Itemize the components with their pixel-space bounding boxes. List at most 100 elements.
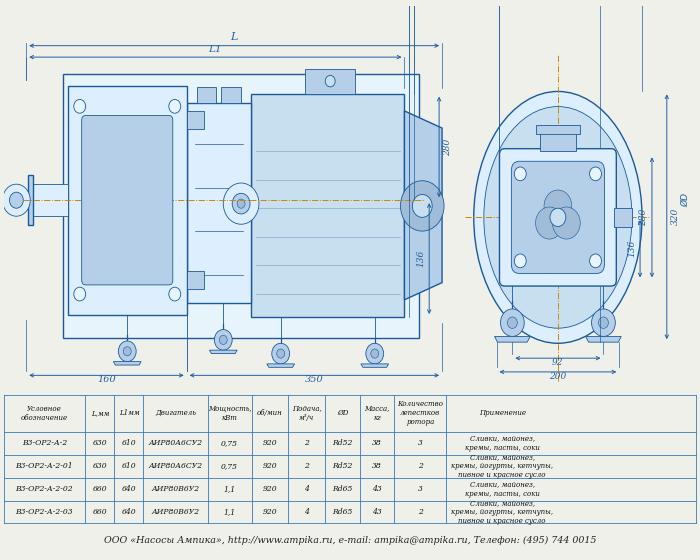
- Circle shape: [169, 100, 181, 113]
- Bar: [540, 130, 575, 151]
- Circle shape: [219, 335, 228, 344]
- Circle shape: [589, 254, 601, 268]
- Text: L1мм: L1мм: [118, 409, 139, 417]
- Circle shape: [123, 347, 131, 356]
- Text: 0,75: 0,75: [221, 462, 238, 470]
- Text: 2: 2: [304, 439, 309, 447]
- Text: 350: 350: [305, 376, 323, 385]
- Text: Rd65: Rd65: [332, 508, 353, 516]
- Text: Применение: Применение: [479, 409, 526, 417]
- Circle shape: [514, 167, 526, 181]
- Text: 610: 610: [122, 462, 136, 470]
- Text: 160: 160: [97, 376, 116, 385]
- Text: 38: 38: [372, 462, 382, 470]
- Text: 43: 43: [372, 508, 382, 516]
- Text: 136: 136: [416, 250, 425, 267]
- Circle shape: [223, 183, 259, 224]
- Text: Сливки, майонез,
кремы, йогурты, кетчупы,
пивное и красное сусло: Сливки, майонез, кремы, йогурты, кетчупы…: [451, 453, 553, 479]
- Text: АИР80А6СУ2: АИР80А6СУ2: [148, 462, 203, 470]
- Text: 92: 92: [552, 358, 564, 367]
- Bar: [63, 74, 419, 338]
- Text: Rd52: Rd52: [332, 439, 353, 447]
- Circle shape: [366, 343, 384, 364]
- Text: 3: 3: [418, 439, 423, 447]
- Text: В3-ОР2-А-2-03: В3-ОР2-А-2-03: [15, 508, 74, 516]
- Text: В3-ОР2-А-2-01: В3-ОР2-А-2-01: [15, 462, 74, 470]
- Text: 320: 320: [671, 208, 680, 226]
- Polygon shape: [113, 362, 141, 365]
- Bar: [251, 94, 405, 317]
- Bar: [197, 87, 216, 103]
- Circle shape: [514, 254, 526, 268]
- Text: 610: 610: [122, 439, 136, 447]
- Text: Мощность,
кВт: Мощность, кВт: [208, 404, 251, 422]
- Circle shape: [272, 343, 290, 364]
- Text: Масса,
кг: Масса, кг: [364, 404, 390, 422]
- Circle shape: [276, 349, 285, 358]
- Text: 920: 920: [262, 439, 277, 447]
- Circle shape: [598, 317, 608, 328]
- Text: В3-ОР2-А-2: В3-ОР2-А-2: [22, 439, 67, 447]
- Circle shape: [214, 329, 232, 350]
- Text: В3-ОР2-А-2-02: В3-ОР2-А-2-02: [15, 485, 74, 493]
- Ellipse shape: [474, 91, 642, 343]
- Text: 2: 2: [418, 508, 423, 516]
- Text: 640: 640: [122, 508, 136, 516]
- Circle shape: [9, 192, 23, 208]
- Text: L: L: [230, 32, 238, 42]
- Circle shape: [326, 76, 335, 87]
- Bar: [187, 271, 204, 290]
- Text: Rd52: Rd52: [332, 462, 353, 470]
- Bar: [33, 184, 68, 216]
- Text: 640: 640: [122, 485, 136, 493]
- Text: 1,1: 1,1: [224, 508, 236, 516]
- FancyBboxPatch shape: [82, 115, 173, 285]
- Text: ООО «Насосы Ампика», http://www.ampika.ru, e-mail: ampika@ampika.ru, Телефон: (4: ООО «Насосы Ампика», http://www.ampika.r…: [104, 536, 596, 545]
- Polygon shape: [405, 111, 442, 300]
- Ellipse shape: [484, 106, 632, 328]
- Bar: [536, 125, 580, 134]
- Bar: [221, 87, 241, 103]
- Text: Подача,
м³/ч: Подача, м³/ч: [292, 404, 321, 422]
- Bar: [305, 68, 355, 94]
- Text: 200: 200: [550, 372, 566, 381]
- Text: ØD: ØD: [337, 409, 348, 417]
- Text: 136: 136: [627, 240, 636, 258]
- Text: Количество
лепестков
ротора: Количество лепестков ротора: [398, 400, 443, 426]
- Text: Двигатель: Двигатель: [155, 409, 196, 417]
- Circle shape: [118, 341, 136, 362]
- Text: АИР80В6У2: АИР80В6У2: [152, 508, 200, 516]
- FancyBboxPatch shape: [512, 161, 604, 273]
- Text: Условное
обозначение: Условное обозначение: [21, 404, 68, 422]
- Polygon shape: [494, 337, 530, 342]
- Text: 280: 280: [639, 209, 648, 226]
- Text: 920: 920: [262, 485, 277, 493]
- Text: 4: 4: [304, 508, 309, 516]
- Bar: [615, 208, 632, 227]
- Circle shape: [232, 193, 250, 214]
- Text: Сливки, майонез,
кремы, пасты, соки: Сливки, майонез, кремы, пасты, соки: [465, 435, 540, 451]
- Bar: [187, 103, 251, 303]
- Text: 2: 2: [304, 462, 309, 470]
- Circle shape: [412, 194, 432, 217]
- Circle shape: [121, 193, 133, 207]
- Text: Сливки, майонез,
кремы, йогурты, кетчупы,
пивное и красное сусло: Сливки, майонез, кремы, йогурты, кетчупы…: [451, 499, 553, 525]
- Circle shape: [74, 287, 85, 301]
- Text: Rd65: Rd65: [332, 485, 353, 493]
- Circle shape: [237, 199, 245, 208]
- Text: L,мм: L,мм: [90, 409, 109, 417]
- Text: 2: 2: [418, 462, 423, 470]
- Text: АИР80А6СУ2: АИР80А6СУ2: [148, 439, 203, 447]
- Text: 630: 630: [92, 439, 107, 447]
- Text: об/мин: об/мин: [257, 409, 283, 417]
- Circle shape: [96, 164, 159, 237]
- Circle shape: [169, 287, 181, 301]
- Text: ØD: ØD: [680, 193, 690, 207]
- Circle shape: [536, 207, 564, 239]
- Text: 280: 280: [443, 138, 452, 156]
- Text: 43: 43: [372, 485, 382, 493]
- Polygon shape: [361, 364, 388, 367]
- Text: 4: 4: [304, 485, 309, 493]
- Circle shape: [3, 184, 30, 216]
- Circle shape: [508, 317, 517, 328]
